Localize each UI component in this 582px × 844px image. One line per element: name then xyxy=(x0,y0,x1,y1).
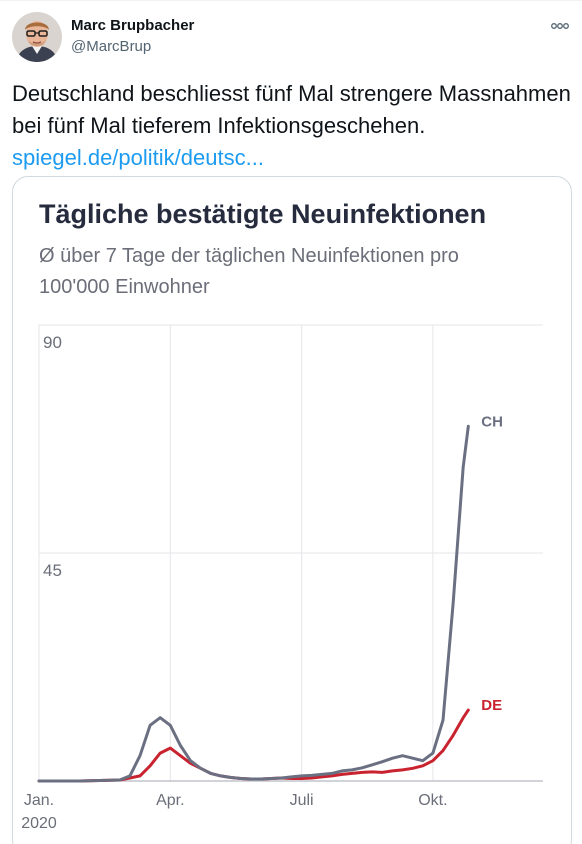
chart-subtitle: Ø über 7 Tage der täglichen Neuinfektion… xyxy=(39,245,459,298)
more-horizontal-icon[interactable] xyxy=(548,18,572,34)
series-label-ch: CH xyxy=(481,413,503,430)
avatar-photo xyxy=(12,12,62,62)
chart-title: Tägliche bestätigte Neuinfektionen xyxy=(39,199,487,229)
series-line-ch xyxy=(37,424,470,783)
chart-card[interactable]: Tägliche bestätigte Neuinfektionen Ø übe… xyxy=(12,176,572,844)
divider xyxy=(0,0,582,1)
y-tick-label: 90 xyxy=(43,333,62,352)
author-name[interactable]: Marc Brupbacher xyxy=(71,17,195,34)
x-tick-label: Juli xyxy=(290,792,314,809)
tweet-body: Deutschland beschliesst fünf Mal strenge… xyxy=(12,81,571,138)
series-line-de xyxy=(37,708,470,783)
x-tick-label: Apr. xyxy=(156,792,184,809)
avatar[interactable] xyxy=(12,12,62,62)
tweet-link[interactable]: spiegel.de/politik/deutsc... xyxy=(12,145,264,170)
x-tick-sublabel: 2020 xyxy=(21,815,57,832)
y-tick-label: 45 xyxy=(43,561,62,580)
x-tick-label: Okt. xyxy=(418,792,447,809)
tweet-text: Deutschland beschliesst fünf Mal strenge… xyxy=(12,78,572,174)
author-handle[interactable]: @MarcBrup xyxy=(71,38,152,55)
line-chart: 45 90 Jan. 2020 Apr. Juli Okt. DE CH xyxy=(21,324,543,832)
x-tick-label: Jan. xyxy=(24,792,54,809)
series-label-de: DE xyxy=(481,697,502,714)
